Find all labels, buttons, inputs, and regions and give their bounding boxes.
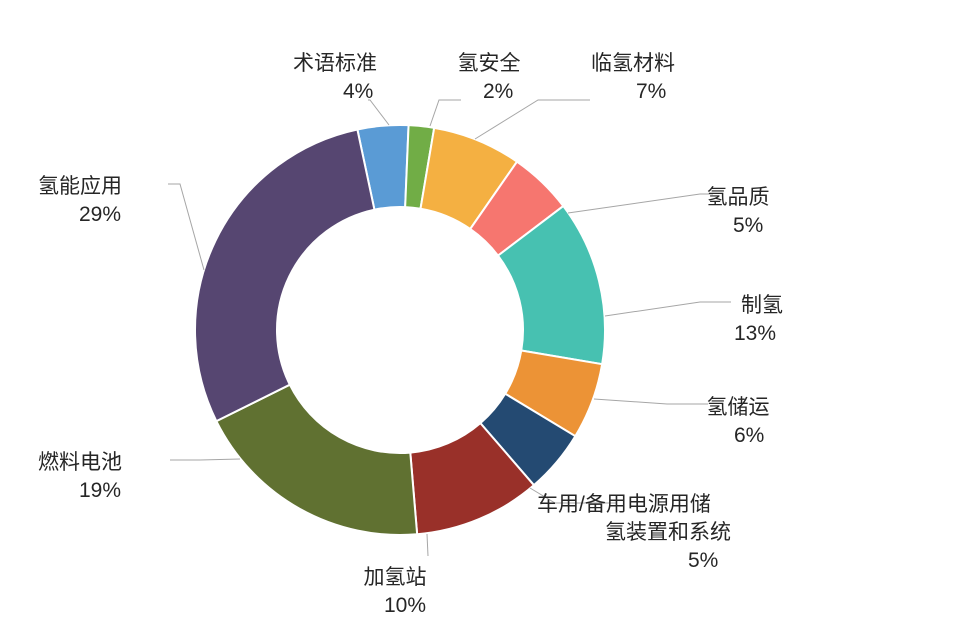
label-l0a: 术语标准 — [293, 51, 377, 77]
label-l9b: 29% — [79, 202, 121, 228]
slice-9 — [195, 129, 374, 421]
label-l3a: 氢品质 — [707, 185, 770, 211]
label-l3b: 5% — [733, 213, 763, 239]
label-l6b: 氢装置和系统 — [605, 520, 731, 546]
label-l2a: 临氢材料 — [591, 51, 675, 77]
donut-chart: 术语标准4%氢安全2%临氢材料7%氢品质5%制氢13%氢储运6%车用/备用电源用… — [0, 0, 963, 631]
label-l6c: 5% — [688, 548, 718, 574]
leader-1 — [430, 100, 461, 126]
label-l5b: 6% — [734, 423, 764, 449]
leader-8 — [170, 459, 240, 460]
label-l8a: 燃料电池 — [38, 450, 122, 476]
leader-5 — [594, 399, 708, 404]
label-l1a: 氢安全 — [458, 51, 521, 77]
label-l1b: 2% — [483, 79, 513, 105]
label-l6a: 车用/备用电源用储 — [537, 492, 711, 518]
label-l5a: 氢储运 — [707, 395, 770, 421]
leader-4 — [605, 302, 731, 316]
label-l4a: 制氢 — [741, 293, 783, 319]
label-l7b: 10% — [384, 593, 426, 619]
label-l0b: 4% — [343, 79, 373, 105]
leader-3 — [568, 194, 713, 213]
leader-9 — [168, 184, 204, 270]
leader-7 — [427, 534, 428, 556]
label-l2b: 7% — [636, 79, 666, 105]
leader-2 — [475, 100, 590, 139]
donut-svg — [0, 0, 963, 631]
label-l4b: 13% — [734, 321, 776, 347]
label-l8b: 19% — [79, 478, 121, 504]
label-l7a: 加氢站 — [364, 565, 427, 591]
label-l9a: 氢能应用 — [38, 174, 122, 200]
